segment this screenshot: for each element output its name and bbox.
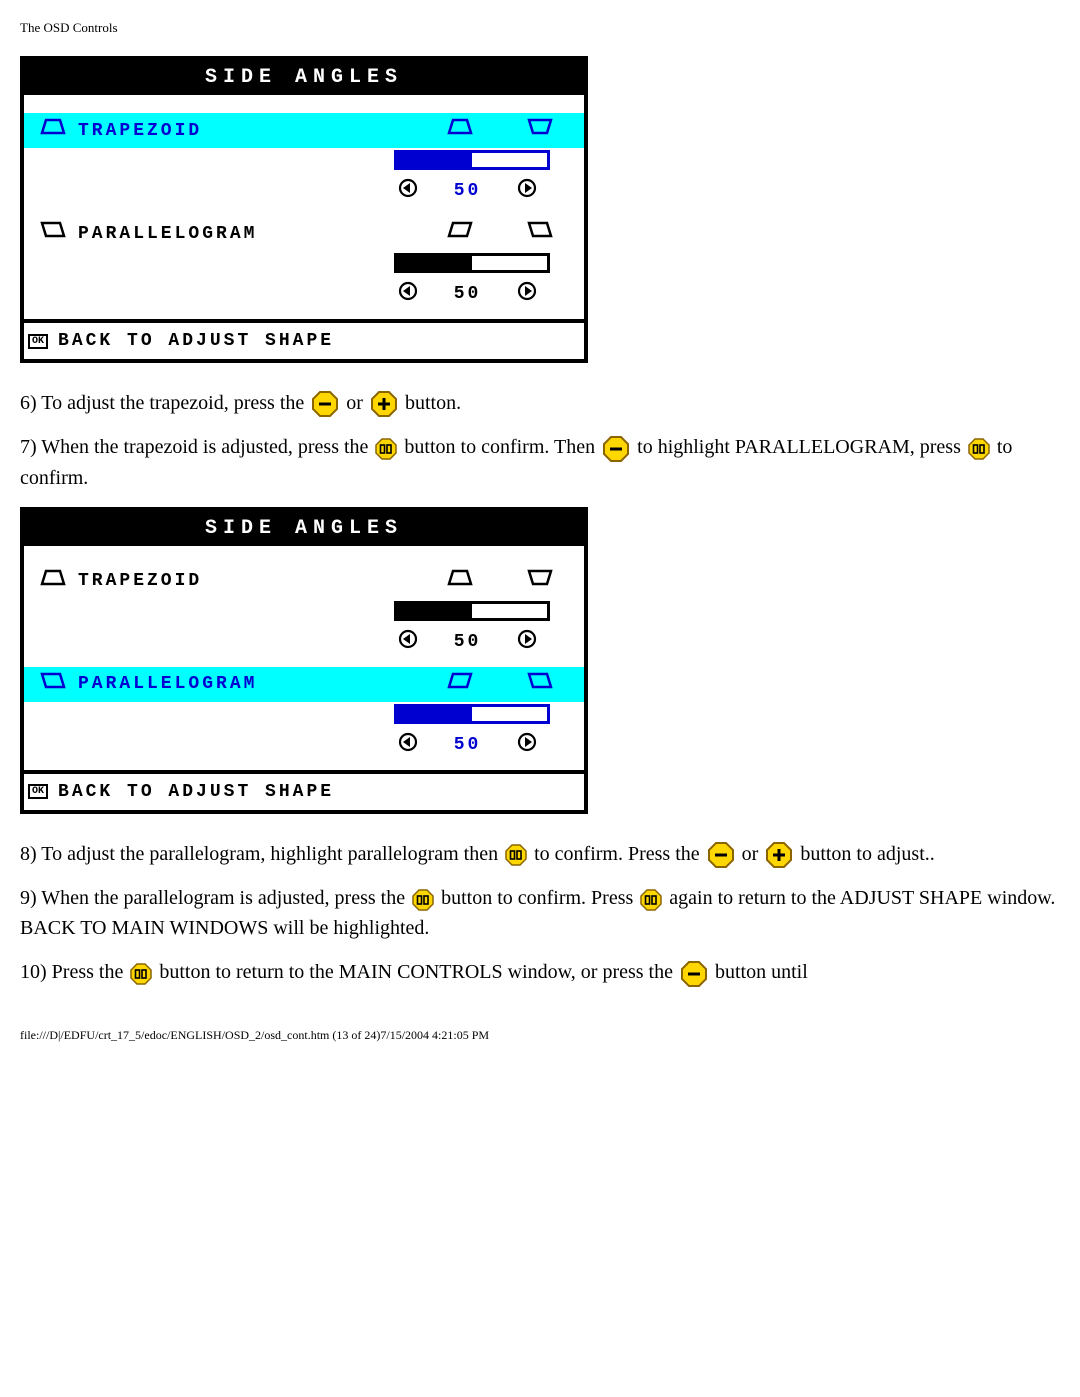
parallelogram-label: PARALLELOGRAM [78, 674, 420, 694]
osd-footer[interactable]: OK BACK TO ADJUST SHAPE [24, 319, 584, 359]
arrow-right-icon[interactable] [515, 629, 539, 655]
parallelogram-icon [28, 671, 78, 698]
minus-button-icon [602, 435, 630, 463]
osd-footer-label: BACK TO ADJUST SHAPE [58, 782, 334, 802]
step-10: 10) Press the button to return to the MA… [20, 957, 1060, 987]
osd-row-trapezoid[interactable]: TRAPEZOID [24, 113, 584, 148]
trapezoid-value: 50 [420, 181, 515, 201]
parallelogram-value: 50 [420, 284, 515, 304]
osd-footer[interactable]: OK BACK TO ADJUST SHAPE [24, 770, 584, 810]
osd-row-parallelogram[interactable]: PARALLELOGRAM [24, 216, 584, 251]
ad-button-icon [375, 438, 397, 460]
step6-text-a: 6) To adjust the trapezoid, press the [20, 392, 309, 414]
step-7: 7) When the trapezoid is adjusted, press… [20, 432, 1060, 492]
para-shape-right-icon [500, 220, 580, 247]
arrow-left-icon[interactable] [396, 281, 420, 307]
arrow-left-icon[interactable] [396, 629, 420, 655]
step7-text-a: 7) When the trapezoid is adjusted, press… [20, 436, 373, 458]
para-shape-right-icon [500, 671, 580, 698]
step9-text-a: 9) When the parallelogram is adjusted, p… [20, 887, 410, 909]
parallelogram-value-row: 50 [24, 277, 584, 319]
ok-icon: OK [28, 334, 48, 349]
trapezoid-label: TRAPEZOID [78, 571, 420, 591]
arrow-left-icon[interactable] [396, 178, 420, 204]
step8-text-a: 8) To adjust the parallelogram, highligh… [20, 843, 503, 865]
step6-text-b: or [346, 392, 368, 414]
trapezoid-value-row: 50 [24, 174, 584, 216]
trapezoid-icon [28, 568, 78, 595]
ad-button-icon [505, 844, 527, 866]
step8-text-c: or [742, 843, 764, 865]
minus-button-icon [311, 390, 339, 418]
trapezoid-value: 50 [420, 632, 515, 652]
arrow-right-icon[interactable] [515, 178, 539, 204]
step7-text-b: button to confirm. Then [404, 436, 600, 458]
step8-text-b: to confirm. Press the [534, 843, 705, 865]
osd-footer-label: BACK TO ADJUST SHAPE [58, 331, 334, 351]
step10-text-b: button to return to the MAIN CONTROLS wi… [159, 961, 678, 983]
arrow-left-icon[interactable] [396, 732, 420, 758]
osd-row-parallelogram[interactable]: PARALLELOGRAM [24, 667, 584, 702]
parallelogram-label: PARALLELOGRAM [78, 224, 420, 244]
trapezoid-icon [28, 117, 78, 144]
trapezoid-value-row: 50 [24, 625, 584, 667]
trapezoid-slider[interactable] [394, 150, 550, 170]
ad-button-icon [640, 889, 662, 911]
ad-button-icon [968, 438, 990, 460]
trapezoid-slider-row [24, 148, 584, 174]
arrow-right-icon[interactable] [515, 732, 539, 758]
footer-path: file:///D|/EDFU/crt_17_5/edoc/ENGLISH/OS… [20, 1028, 1060, 1043]
page-header: The OSD Controls [20, 20, 1060, 36]
para-shape-left-icon [420, 671, 500, 698]
step9-text-b: button to confirm. Press [441, 887, 638, 909]
step10-text-c: button until [715, 961, 808, 983]
step-6: 6) To adjust the trapezoid, press the or… [20, 388, 1060, 418]
osd-panel-2: SIDE ANGLES TRAPEZOID 50 PARALLELOGRAM 5… [20, 507, 588, 814]
parallelogram-icon [28, 220, 78, 247]
step7-text-c: to highlight PARALLELOGRAM, press [637, 436, 966, 458]
step8-text-d: button to adjust.. [800, 843, 934, 865]
osd-title: SIDE ANGLES [24, 511, 584, 546]
osd-row-trapezoid[interactable]: TRAPEZOID [24, 564, 584, 599]
ok-icon: OK [28, 784, 48, 799]
step-9: 9) When the parallelogram is adjusted, p… [20, 883, 1060, 943]
step-8: 8) To adjust the parallelogram, highligh… [20, 839, 1060, 869]
arrow-right-icon[interactable] [515, 281, 539, 307]
minus-button-icon [680, 960, 708, 988]
para-shape-left-icon [420, 220, 500, 247]
step10-text-a: 10) Press the [20, 961, 128, 983]
parallelogram-value-row: 50 [24, 728, 584, 770]
trap-shape-right-icon [500, 117, 580, 144]
parallelogram-slider-row [24, 702, 584, 728]
parallelogram-value: 50 [420, 735, 515, 755]
plus-button-icon [765, 841, 793, 869]
plus-button-icon [370, 390, 398, 418]
osd-panel-1: SIDE ANGLES TRAPEZOID 50 PARALLELOGRAM 5… [20, 56, 588, 363]
step6-text-c: button. [405, 392, 461, 414]
trap-shape-left-icon [420, 117, 500, 144]
osd-title: SIDE ANGLES [24, 60, 584, 95]
parallelogram-slider[interactable] [394, 253, 550, 273]
trapezoid-slider[interactable] [394, 601, 550, 621]
trap-shape-right-icon [500, 568, 580, 595]
minus-button-icon [707, 841, 735, 869]
trapezoid-label: TRAPEZOID [78, 121, 420, 141]
ad-button-icon [412, 889, 434, 911]
trapezoid-slider-row [24, 599, 584, 625]
parallelogram-slider-row [24, 251, 584, 277]
trap-shape-left-icon [420, 568, 500, 595]
parallelogram-slider[interactable] [394, 704, 550, 724]
ad-button-icon [130, 963, 152, 985]
